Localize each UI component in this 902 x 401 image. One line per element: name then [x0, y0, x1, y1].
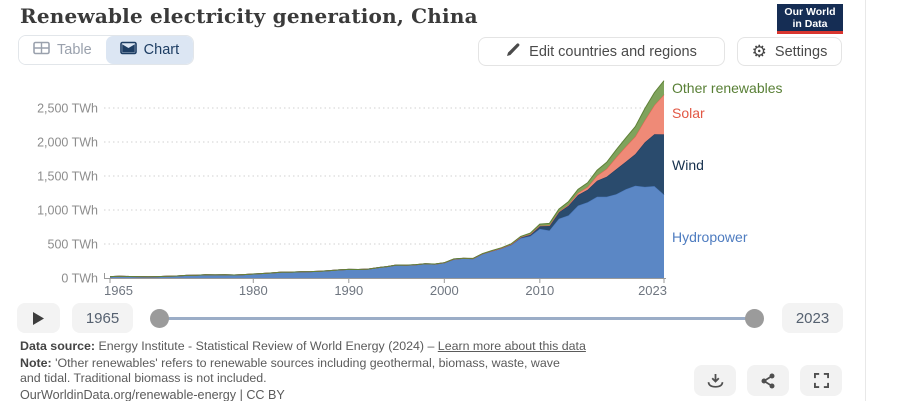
- download-icon: [707, 374, 723, 388]
- x-tick-label-2010: 2010: [525, 283, 554, 298]
- legend-label-other-renewables[interactable]: Other renewables: [672, 80, 783, 96]
- area-chart-icon: [119, 41, 137, 59]
- learn-more-link[interactable]: Learn more about this data: [437, 339, 586, 353]
- area-hydropower[interactable]: [110, 185, 664, 278]
- gear-icon: ⚙: [751, 42, 767, 61]
- panel-right-border: [865, 0, 866, 401]
- timeline-handle-end[interactable]: [745, 309, 764, 328]
- x-tick-label-1965: 1965: [104, 283, 133, 298]
- x-tick-label-2023: 2023: [638, 283, 667, 298]
- edit-countries-label: Edit countries and regions: [529, 43, 697, 60]
- settings-label: Settings: [774, 43, 828, 60]
- note-text: 'Other renewables' refers to renewable s…: [20, 356, 560, 385]
- y-tick-label-500: 500 TWh: [48, 238, 99, 252]
- data-source-label: Data source:: [20, 339, 96, 353]
- tab-chart[interactable]: Chart: [105, 36, 194, 64]
- owid-logo[interactable]: Our World in Data: [777, 4, 843, 34]
- y-tick-label-1000: 1,000 TWh: [37, 204, 98, 218]
- tab-table-label: Table: [57, 42, 92, 58]
- timeline-track[interactable]: [160, 317, 755, 320]
- x-tick-label-2000: 2000: [430, 283, 459, 298]
- y-tick-label-2000: 2,000 TWh: [37, 136, 98, 150]
- boundary-other-renewables: [109, 80, 665, 278]
- fullscreen-icon: [813, 373, 829, 388]
- cc-by-line: OurWorldinData.org/renewable-energy | CC…: [20, 388, 285, 401]
- tab-table[interactable]: Table: [19, 36, 106, 64]
- legend-label-solar[interactable]: Solar: [672, 105, 705, 121]
- settings-button[interactable]: ⚙ Settings: [737, 37, 842, 66]
- timeline-handle-start[interactable]: [150, 309, 169, 328]
- table-icon: [33, 41, 50, 59]
- owid-logo-line1: Our World: [784, 6, 836, 18]
- timeline-end-year[interactable]: 2023: [782, 303, 843, 333]
- x-tick-label-1980: 1980: [239, 283, 268, 298]
- y-tick-label-2500: 2,500 TWh: [37, 102, 98, 116]
- timeline-start-year[interactable]: 1965: [72, 303, 133, 333]
- owid-logo-line2: in Data: [792, 18, 828, 30]
- data-source-text: Energy Institute - Statistical Review of…: [95, 339, 438, 353]
- download-button[interactable]: [694, 365, 736, 396]
- data-source-line: Data source: Energy Institute - Statisti…: [20, 339, 586, 353]
- edit-countries-button[interactable]: Edit countries and regions: [478, 37, 725, 66]
- page-title: Renewable electricity generation, China: [20, 4, 478, 28]
- legend-label-wind[interactable]: Wind: [672, 157, 704, 173]
- fullscreen-button[interactable]: [800, 365, 842, 396]
- y-tick-label-1500: 1,500 TWh: [37, 170, 98, 184]
- play-button[interactable]: [17, 303, 60, 333]
- share-icon: [761, 373, 775, 388]
- legend-label-hydropower[interactable]: Hydropower: [672, 229, 748, 245]
- tab-chart-label: Chart: [143, 42, 180, 58]
- y-tick-label-0: 0 TWh: [61, 272, 98, 286]
- x-tick-label-1990: 1990: [334, 283, 363, 298]
- view-toggle: Table Chart: [18, 35, 195, 65]
- note-line: Note: 'Other renewables' refers to renew…: [20, 356, 565, 385]
- stacked-area-chart[interactable]: 1965 1980 1990 2000 2010 2023 0 TWh 500 TWh 1,00…: [0, 68, 902, 303]
- pencil-icon: [506, 42, 521, 61]
- chart-footer: Data source: Energy Institute - Statisti…: [20, 339, 586, 401]
- share-button[interactable]: [747, 365, 789, 396]
- note-label: Note:: [20, 356, 52, 370]
- play-icon: [33, 311, 44, 325]
